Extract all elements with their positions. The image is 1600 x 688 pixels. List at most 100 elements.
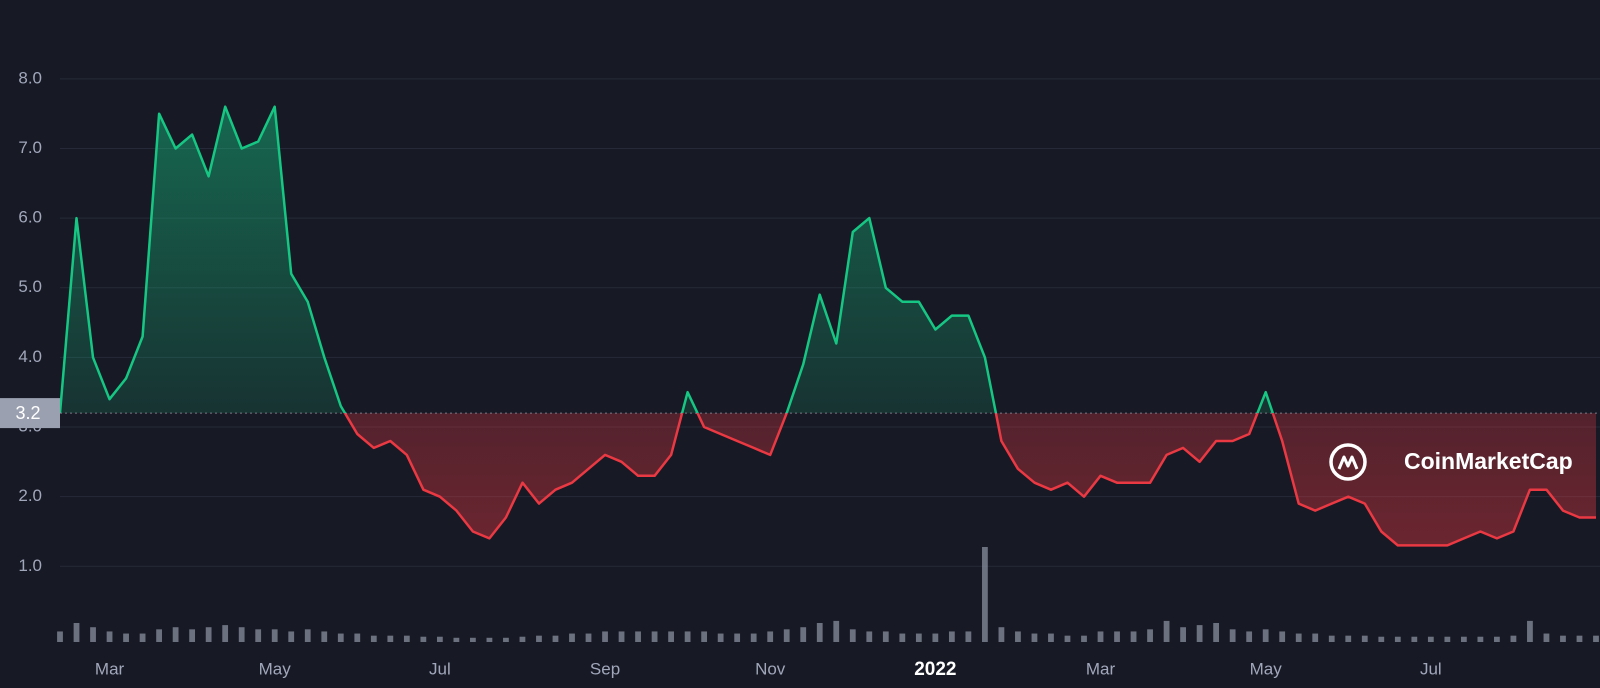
x-tick-label: Jul: [1420, 659, 1442, 678]
area-up: [60, 106, 1273, 414]
volume-bar: [1031, 633, 1038, 642]
volume-bar: [1560, 635, 1566, 642]
y-tick-label: 1.0: [18, 556, 42, 575]
volume-bar: [73, 623, 80, 642]
volume-bar: [503, 637, 509, 642]
x-tick-label: Jul: [429, 659, 451, 678]
volume-bar: [1015, 631, 1021, 642]
volume-bar: [602, 631, 608, 642]
x-tick-label: Mar: [1086, 659, 1116, 678]
volume-bar: [90, 627, 96, 642]
volume-bar: [536, 635, 542, 642]
volume-bar: [800, 627, 807, 642]
volume-bar: [387, 635, 394, 642]
volume-bar: [1411, 636, 1418, 642]
volume-bar: [1262, 629, 1269, 642]
volume-bar: [982, 547, 988, 642]
volume-bar: [552, 635, 559, 642]
volume-bar: [1163, 620, 1170, 642]
volume-bar: [1246, 631, 1253, 642]
volume-bar: [833, 620, 840, 642]
volume-bar: [1147, 629, 1153, 642]
volume-bar: [1444, 636, 1451, 642]
volume-bar: [569, 633, 575, 642]
volume-bar: [750, 633, 757, 642]
volume-bar: [1312, 633, 1319, 642]
volume-bar: [139, 633, 146, 642]
volume-bar: [172, 627, 179, 642]
volume-bar: [651, 631, 658, 642]
volume-bar: [1527, 620, 1533, 642]
volume-bar: [1213, 623, 1220, 642]
volume-bar: [635, 631, 641, 642]
y-tick-label: 4.0: [18, 347, 42, 366]
volume-bar: [783, 629, 790, 642]
volume-bar: [717, 633, 724, 642]
volume-bar: [618, 631, 625, 642]
volume-bar: [420, 636, 427, 642]
volume-bar: [436, 636, 443, 642]
y-tick-label: 7.0: [18, 138, 42, 157]
volume-bar: [354, 633, 361, 642]
volume-bar: [1130, 631, 1137, 642]
volume-bar: [337, 633, 344, 642]
watermark: CoinMarketCap: [1329, 443, 1573, 481]
volume-bar: [915, 633, 922, 642]
price-line-up: [58, 105, 1275, 414]
volume-bar: [288, 631, 295, 642]
logo: [1329, 443, 1367, 481]
volume-bar: [1114, 631, 1120, 642]
volume-bar: [965, 631, 972, 642]
volume-bar: [1295, 633, 1302, 642]
volume-bar: [57, 631, 63, 642]
volume-bar: [1196, 625, 1203, 642]
volume-bar: [1097, 631, 1104, 642]
x-tick-label: Sep: [590, 659, 620, 678]
volume-bar: [1361, 635, 1368, 642]
volume-bar: [1229, 629, 1236, 642]
volume-bar: [1510, 635, 1517, 642]
volume-bar: [370, 635, 377, 642]
volume-bar: [1477, 636, 1484, 642]
volume-bar: [519, 636, 526, 642]
volume-bar: [882, 631, 889, 642]
volume-bar: [668, 631, 674, 642]
volume-bar: [998, 627, 1005, 642]
volume-bar: [222, 625, 229, 642]
volume-bar: [1576, 635, 1583, 642]
volume-bar: [1064, 635, 1071, 642]
volume-bar: [255, 629, 262, 642]
volume-bar: [1345, 635, 1352, 642]
volume-bar: [932, 633, 939, 642]
volume-bar: [734, 633, 741, 642]
x-tick-label: Mar: [95, 659, 125, 678]
y-tick-label: 6.0: [18, 208, 42, 227]
volume-bar: [1328, 635, 1335, 642]
y-tick-label: 2.0: [18, 486, 42, 505]
baseline-label-box: [0, 398, 60, 429]
volume-bar: [767, 631, 774, 642]
volume-bar: [189, 629, 196, 642]
volume-bar: [1543, 633, 1550, 642]
volume-bar: [271, 629, 278, 642]
volume-bar: [1427, 636, 1434, 642]
volume-bar: [156, 629, 162, 642]
volume-bar: [1180, 627, 1186, 642]
volume-bar: [1494, 636, 1500, 642]
volume-bar: [106, 631, 113, 642]
volume-bar: [321, 631, 328, 642]
baseline-label: 3.2: [15, 403, 40, 423]
volume-bar: [1048, 633, 1054, 642]
x-tick-label: Nov: [755, 659, 786, 678]
volume-bar: [1279, 631, 1286, 642]
volume-bar: [1460, 636, 1467, 642]
volume-bar: [1593, 635, 1599, 642]
volume-bar: [403, 635, 410, 642]
volume-bar: [486, 637, 493, 642]
volume-bar: [205, 627, 212, 642]
volume-bar: [849, 629, 856, 642]
watermark-text: CoinMarketCap: [1404, 448, 1573, 474]
logo-mark: [1337, 455, 1359, 470]
